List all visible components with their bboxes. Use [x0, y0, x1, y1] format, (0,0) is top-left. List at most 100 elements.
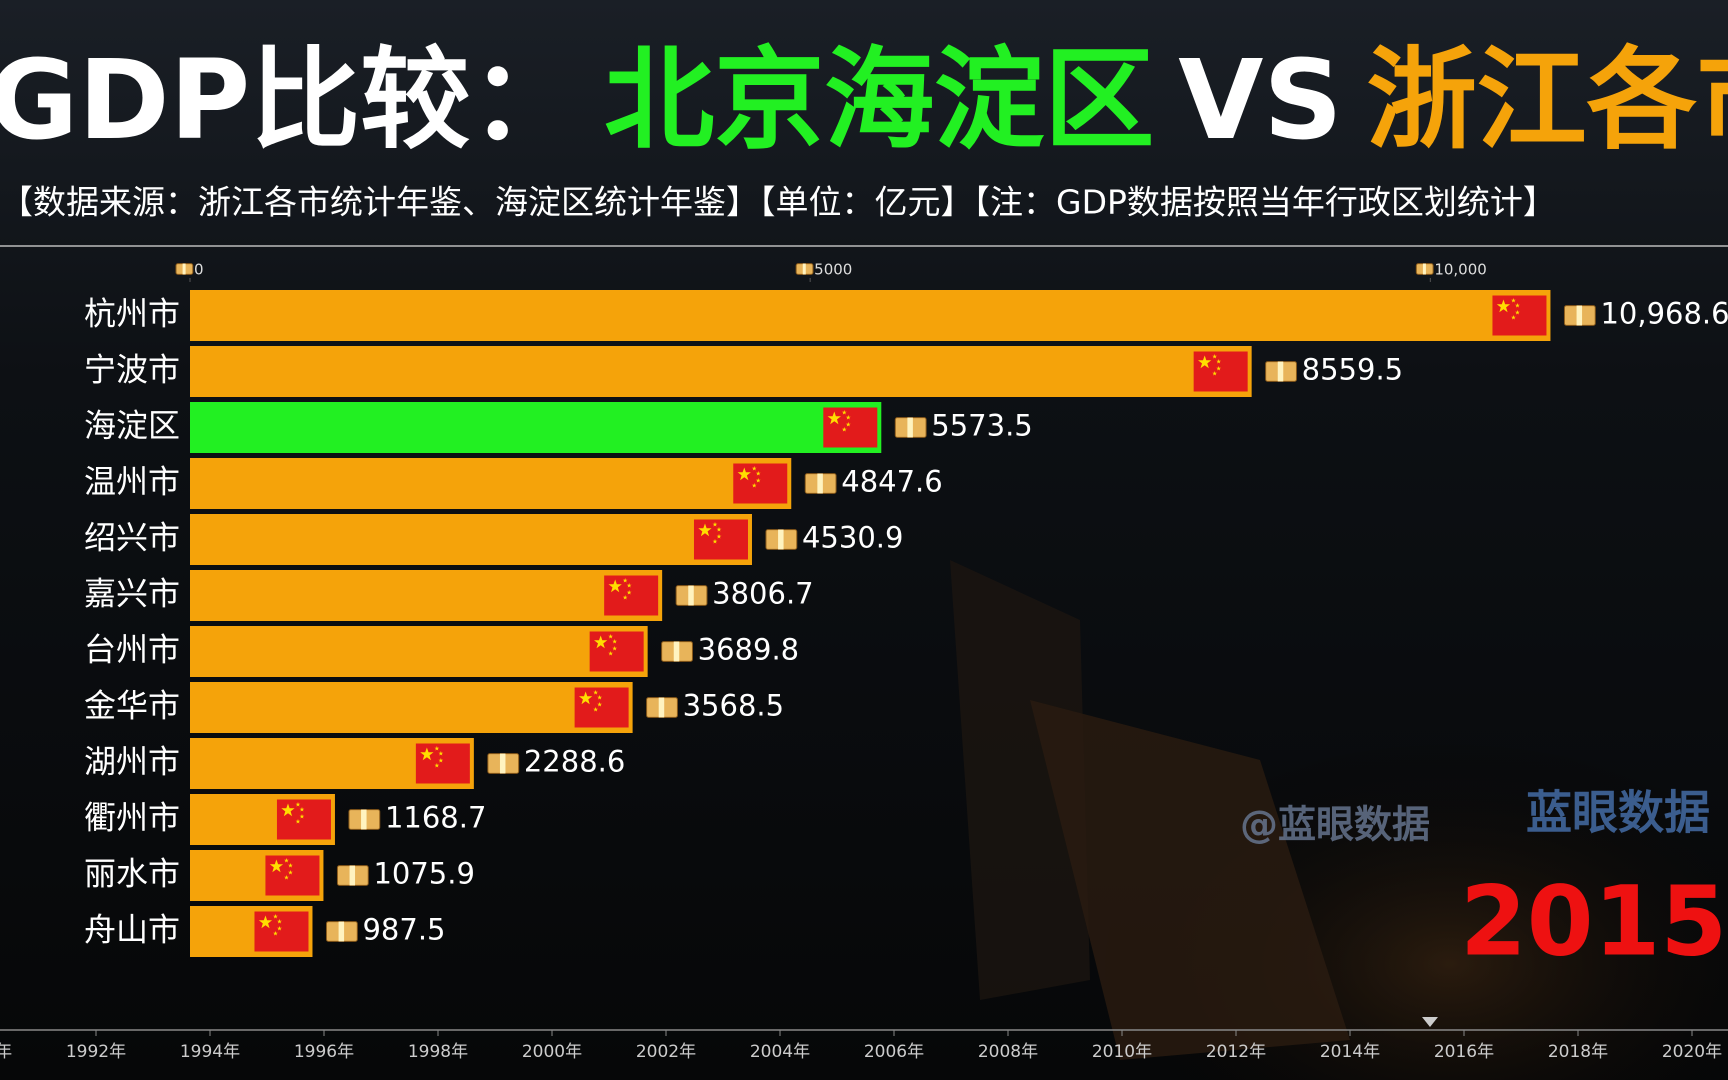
coin-icon [894, 417, 927, 438]
flag-icon [1193, 351, 1248, 392]
coin-band [349, 865, 356, 886]
coin-band [658, 697, 665, 718]
flag-star [608, 651, 613, 656]
bar [190, 346, 1252, 397]
watermark: @蓝眼数据 [1240, 803, 1430, 847]
coin-icon [1563, 305, 1596, 326]
flag-star [438, 751, 444, 756]
flag-star [845, 422, 851, 427]
flag-star [295, 802, 301, 807]
value-label: 4530.9 [802, 521, 903, 555]
category-label: 宁波市 [84, 351, 180, 389]
title-part: 北京海淀区 [604, 36, 1154, 164]
chart-title: GDP比较：北京海淀区VS浙江各市 [0, 36, 1728, 164]
category-label: 台州市 [84, 631, 180, 669]
flag-star [1511, 315, 1516, 320]
flag-star [608, 579, 622, 593]
flag-body [604, 575, 659, 616]
coin-band [1277, 361, 1284, 382]
flag-star [626, 583, 632, 588]
flag-icon [604, 575, 659, 616]
coin-band [499, 753, 506, 774]
flag-star [755, 471, 761, 476]
flag-star [438, 758, 444, 763]
timeline-label: 2012年 [1206, 1042, 1266, 1062]
coin-band [1422, 263, 1426, 275]
value-label: 3568.5 [683, 689, 784, 723]
coin-icon [765, 529, 798, 550]
coin-icon [348, 809, 381, 830]
coin-icon [325, 921, 358, 942]
value-label: 3689.8 [698, 633, 799, 667]
flag-star [612, 639, 617, 644]
timeline-label: 2008年 [978, 1042, 1038, 1062]
bar [190, 682, 633, 733]
timeline-label: 2010年 [1092, 1042, 1152, 1062]
timeline-label: 2014年 [1320, 1042, 1380, 1062]
coin-band [182, 263, 186, 275]
timeline-label: 1996年 [294, 1042, 354, 1062]
title-part: VS [1178, 36, 1342, 164]
timeline-label: 2006年 [864, 1042, 924, 1062]
timeline-label: 2020年 [1662, 1042, 1722, 1062]
coin-icon [646, 697, 678, 718]
flag-body [589, 631, 644, 672]
flag-star [258, 915, 273, 929]
coin-icon [336, 865, 369, 886]
value-label: 8559.5 [1302, 353, 1403, 387]
flag-icon [733, 463, 788, 504]
coin-icon [795, 263, 814, 275]
flag-star [288, 870, 293, 875]
coin-band [688, 585, 694, 606]
flag-body [1492, 295, 1547, 336]
flag-body [823, 407, 878, 448]
flag-star [579, 691, 593, 705]
flag-body [574, 687, 629, 728]
flag-star [1511, 298, 1516, 303]
flag-icon [276, 799, 331, 840]
bar [190, 290, 1551, 341]
value-label: 10,968.6 [1600, 297, 1728, 331]
bar [190, 514, 752, 565]
boat-shape [1030, 700, 1350, 1060]
coin-icon [1415, 263, 1434, 275]
flag-star [299, 807, 305, 812]
flag-icon [574, 687, 629, 728]
value-label: 2288.6 [524, 745, 625, 779]
category-label: 丽水市 [84, 855, 180, 893]
flag-star [1198, 355, 1212, 369]
year-label: 2015年 [1460, 865, 1728, 977]
flag-star [755, 478, 761, 483]
flag-star [712, 522, 718, 527]
coin-band [802, 263, 806, 275]
category-label: 杭州市 [84, 295, 180, 333]
flag-star [277, 926, 282, 931]
flag-icon [415, 743, 470, 784]
value-label: 3806.7 [712, 577, 813, 611]
flag-star [1212, 371, 1217, 376]
timeline-label: 1994年 [180, 1042, 240, 1062]
flag-star [712, 539, 718, 544]
flag-star [281, 803, 295, 817]
category-label: 金华市 [84, 687, 180, 725]
flag-star [1515, 303, 1520, 308]
flag-star [594, 635, 608, 649]
flag-icon [265, 855, 320, 896]
coin-icon [661, 641, 693, 662]
coin-icon [1265, 361, 1297, 382]
boat-shape [950, 560, 1090, 1000]
category-label: 温州市 [84, 463, 180, 501]
flag-icon [1492, 295, 1547, 336]
flag-star [434, 763, 440, 768]
coin-icon [675, 585, 708, 606]
category-label: 舟山市 [84, 911, 180, 949]
flag-body [693, 519, 748, 560]
coin-icon [804, 473, 837, 494]
flag-star [299, 814, 305, 819]
flag-star [827, 411, 841, 425]
flag-star [597, 695, 602, 700]
value-label: 987.5 [362, 913, 445, 947]
value-label: 1075.9 [373, 857, 474, 891]
flag-star [841, 410, 847, 415]
